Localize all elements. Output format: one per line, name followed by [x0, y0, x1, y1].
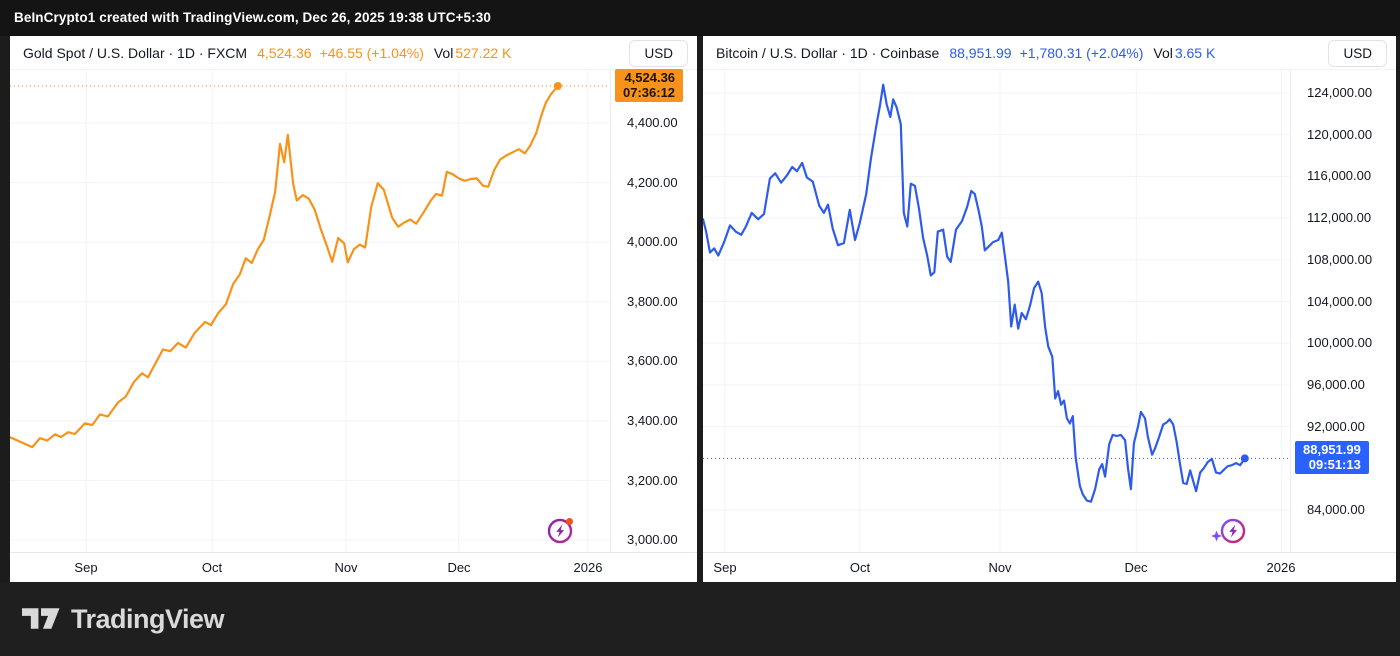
currency-button[interactable]: USD	[629, 40, 688, 67]
currency-button[interactable]: USD	[1328, 40, 1387, 67]
last-price-dot	[1240, 454, 1249, 463]
price-tick-label: 3,400.00	[627, 413, 678, 428]
price-tick-label: 108,000.00	[1307, 252, 1373, 267]
notification-dot	[566, 518, 573, 525]
time-tick-label: Nov	[988, 560, 1012, 575]
badge-price: 88,951.99	[1303, 442, 1361, 457]
volume-value: 3.65 K	[1174, 44, 1216, 61]
volume-label: Vol	[433, 44, 454, 61]
time-tick-label: Dec	[447, 560, 471, 575]
time-tick-label: 2026	[1266, 560, 1296, 575]
time-tick-label: Oct	[201, 560, 223, 575]
gold-panel-header: Gold Spot / U.S. Dollar · 1D · FXCM 4,52…	[10, 36, 697, 70]
bitcoin-plot-area: 124,000.00 120,000.00 116,000.00 112,000.00…	[703, 70, 1396, 575]
volume-label: Vol	[1153, 44, 1173, 61]
tradingview-logo[interactable]: TradingView	[22, 603, 225, 635]
last-price: 4,524.36	[257, 44, 312, 61]
lightning-bolt-icon	[556, 524, 565, 538]
badge-price: 4,524.36	[624, 70, 676, 85]
price-line	[703, 83, 1246, 503]
price-tick-label: 4,400.00	[627, 115, 678, 130]
price-tick-label: 3,600.00	[627, 353, 678, 368]
price-tick-label: 96,000.00	[1307, 377, 1365, 392]
price-tick-label: 4,000.00	[627, 234, 678, 249]
price-tick-label: 120,000.00	[1307, 127, 1373, 142]
badge-countdown: 09:51:13	[1308, 457, 1361, 472]
price-tick-label: 92,000.00	[1307, 419, 1365, 434]
price-tick-label: 116,000.00	[1307, 168, 1372, 183]
price-change: +46.55 (+1.04%)	[319, 44, 424, 61]
sparkle-star-icon	[1211, 530, 1222, 542]
price-tick-label: 3,800.00	[627, 294, 678, 309]
time-tick-label: Oct	[849, 560, 871, 575]
spark-ai-icon[interactable]	[545, 514, 577, 551]
attribution-bar: BeInCrypto1 created with TradingView.com…	[0, 0, 1400, 36]
gold-last-price-badge: 4,524.36 07:36:12	[615, 69, 684, 102]
last-price-dot	[553, 82, 562, 90]
gold-plot-area: 4,400.00 4,200.00 4,000.00 3,800.00 3,600.00…	[10, 69, 697, 575]
price-tick-label: 112,000.00	[1307, 210, 1372, 225]
bitcoin-chart-panel: Bitcoin / U.S. Dollar · 1D · Coinbase 88…	[703, 36, 1396, 582]
time-tick-label: Dec	[1124, 560, 1148, 575]
price-change: +1,780.31 (+2.04%)	[1019, 44, 1144, 61]
bitcoin-last-price-badge: 88,951.99 09:51:13	[1295, 441, 1369, 474]
price-line	[10, 84, 559, 449]
attribution-text: BeInCrypto1 created with TradingView.com…	[14, 10, 491, 25]
gold-price-axis[interactable]: 4,400.00 4,200.00 4,000.00 3,800.00 3,600.00…	[611, 70, 697, 552]
time-tick-label: Nov	[334, 560, 358, 575]
price-tick-label: 100,000.00	[1307, 335, 1373, 350]
price-tick-label: 124,000.00	[1307, 85, 1373, 100]
last-price: 88,951.99	[949, 44, 1012, 61]
tradingview-mark-icon	[22, 608, 60, 629]
bitcoin-panel-header: Bitcoin / U.S. Dollar · 1D · Coinbase 88…	[703, 36, 1396, 70]
symbol-title[interactable]: Bitcoin / U.S. Dollar · 1D · Coinbase	[716, 44, 940, 61]
gold-chart-panel: Gold Spot / U.S. Dollar · 1D · FXCM 4,52…	[10, 36, 697, 582]
spark-ai-icon[interactable]	[1211, 515, 1249, 552]
price-tick-label: 4,200.00	[627, 175, 678, 190]
gold-line-chart[interactable]	[10, 70, 697, 552]
symbol-title[interactable]: Gold Spot / U.S. Dollar · 1D · FXCM	[23, 44, 248, 61]
bitcoin-price-axis[interactable]: 124,000.00 120,000.00 116,000.00 112,000.00…	[1291, 70, 1396, 552]
badge-countdown: 07:36:12	[623, 85, 676, 100]
price-tick-label: 104,000.00	[1307, 294, 1373, 309]
bitcoin-line-chart[interactable]	[703, 70, 1396, 552]
time-tick-label: 2026	[573, 560, 603, 575]
gold-time-axis[interactable]: Sep Oct Nov Dec 2026	[10, 552, 697, 582]
bitcoin-time-axis[interactable]: Sep Oct Nov Dec 2026	[703, 552, 1396, 582]
price-tick-label: 3,200.00	[627, 473, 678, 488]
brand-bar: TradingView	[0, 582, 1400, 656]
lightning-circle-icon	[547, 518, 573, 544]
price-tick-label: 3,000.00	[627, 532, 678, 547]
lightning-bolt-icon	[1229, 524, 1238, 538]
volume-value: 527.22 K	[455, 44, 512, 61]
time-tick-label: Sep	[74, 560, 98, 575]
price-tick-label: 84,000.00	[1307, 502, 1365, 517]
lightning-circle-sparkle-icon	[1211, 518, 1246, 544]
time-tick-label: Sep	[713, 560, 737, 575]
tradingview-wordmark: TradingView	[71, 603, 225, 634]
